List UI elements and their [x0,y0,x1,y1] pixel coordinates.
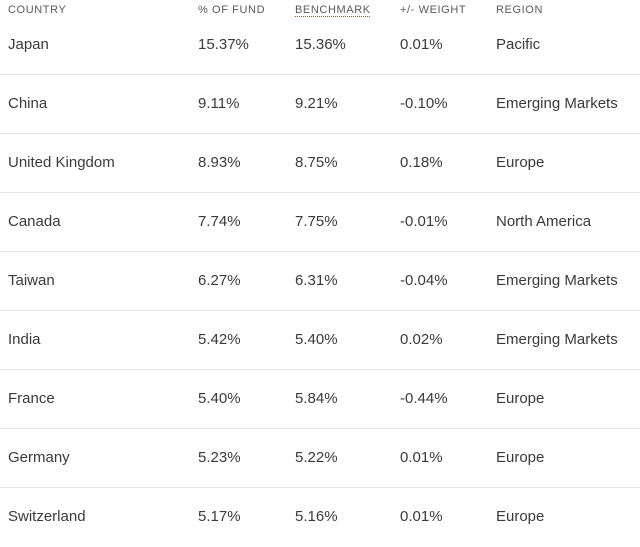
country-cell: Taiwan [8,272,55,289]
country-cell: France [8,390,55,407]
fund-percent-cell: 6.27% [198,272,241,289]
benchmark-cell: 9.21% [295,95,338,112]
table-row: China 9.11% 9.21% -0.10% Emerging Market… [0,75,640,134]
fund-percent-cell: 5.42% [198,331,241,348]
benchmark-cell: 6.31% [295,272,338,289]
region-cell: North America [496,213,592,230]
country-cell: Germany [8,449,70,466]
region-cell: Pacific [496,36,541,53]
country-cell: India [8,331,41,348]
fund-percent-cell: 15.37% [198,36,249,53]
country-cell: China [8,95,48,112]
fund-percent-cell: 5.40% [198,390,241,407]
benchmark-cell: 5.22% [295,449,338,466]
benchmark-cell: 5.84% [295,390,338,407]
weight-diff-cell: -0.10% [400,95,448,112]
table-row: Switzerland 5.17% 5.16% 0.01% Europe [0,488,640,547]
column-header-region: REGION [496,4,543,16]
weight-diff-cell: 0.01% [400,36,443,53]
weight-diff-cell: 0.18% [400,154,443,171]
fund-percent-cell: 5.17% [198,508,241,525]
column-header-percent-of-fund: % OF FUND [198,4,266,16]
country-cell: Japan [8,36,49,53]
weight-diff-cell: -0.04% [400,272,448,289]
table-row: United Kingdom 8.93% 8.75% 0.18% Europe [0,134,640,193]
fund-percent-cell: 5.23% [198,449,241,466]
country-cell: Canada [8,213,61,230]
weight-diff-cell: 0.02% [400,331,443,348]
table-row: Taiwan 6.27% 6.31% -0.04% Emerging Marke… [0,252,640,311]
region-cell: Emerging Markets [496,272,618,289]
column-header-country: COUNTRY [8,4,67,16]
table-row: Canada 7.74% 7.75% -0.01% North America [0,193,640,252]
table-row: Germany 5.23% 5.22% 0.01% Europe [0,429,640,488]
region-cell: Europe [496,154,545,171]
fund-percent-cell: 9.11% [198,95,240,112]
weight-diff-cell: 0.01% [400,449,443,466]
fund-percent-cell: 7.74% [198,213,241,230]
table-header: COUNTRY % OF FUND BENCHMARK +/- WEIGHT R… [0,0,640,22]
weight-diff-cell: -0.44% [400,390,448,407]
column-header-benchmark[interactable]: BENCHMARK [295,4,371,16]
region-cell: Europe [496,508,545,525]
country-cell: United Kingdom [8,154,115,171]
benchmark-cell: 15.36% [295,36,346,53]
table-row: Japan 15.37% 15.36% 0.01% Pacific [0,22,640,75]
benchmark-cell: 5.16% [295,508,338,525]
benchmark-cell: 8.75% [295,154,338,171]
fund-percent-cell: 8.93% [198,154,241,171]
weight-diff-cell: -0.01% [400,213,448,230]
benchmark-cell: 7.75% [295,213,338,230]
table-row: India 5.42% 5.40% 0.02% Emerging Markets [0,311,640,370]
region-cell: Emerging Markets [496,331,618,348]
region-cell: Emerging Markets [496,95,618,112]
country-cell: Switzerland [8,508,86,525]
weight-diff-cell: 0.01% [400,508,443,525]
column-header-weight-diff: +/- WEIGHT [400,4,467,16]
region-cell: Europe [496,449,545,466]
region-cell: Europe [496,390,545,407]
table-row: France 5.40% 5.84% -0.44% Europe [0,370,640,429]
benchmark-cell: 5.40% [295,331,338,348]
